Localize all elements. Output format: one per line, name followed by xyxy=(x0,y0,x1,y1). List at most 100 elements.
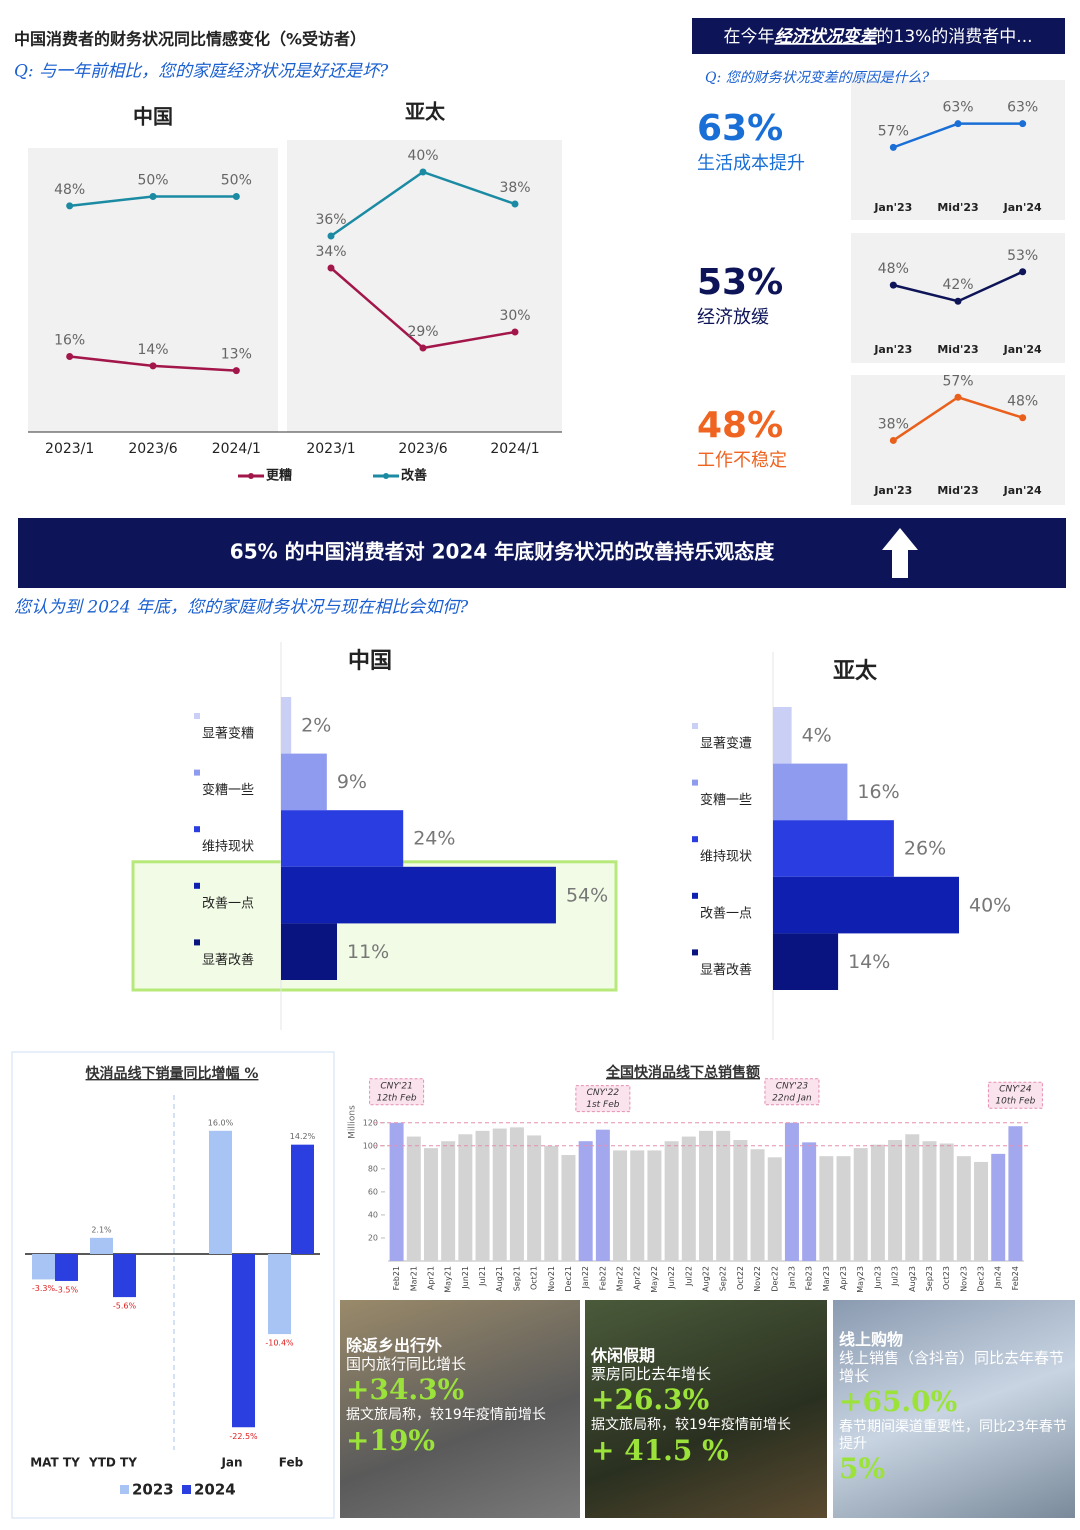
bar xyxy=(956,1156,971,1261)
point xyxy=(954,120,962,128)
bar xyxy=(291,1144,314,1254)
y-tick-label: 120 xyxy=(363,1118,378,1127)
panel xyxy=(851,80,1065,220)
point xyxy=(327,264,335,272)
headline: 63% xyxy=(697,108,783,149)
bar xyxy=(281,753,327,811)
x-tick-label: Mid'23 xyxy=(937,343,978,356)
x-tick-label: May21 xyxy=(444,1266,453,1293)
x-tick-label: Apr22 xyxy=(633,1266,642,1290)
x-tick-label: Feb23 xyxy=(805,1266,814,1290)
legend-swatch xyxy=(194,882,200,889)
x-tick-label: Aug22 xyxy=(702,1266,711,1292)
x-tick-label: YTD TY xyxy=(88,1456,137,1470)
bar xyxy=(991,1153,1006,1261)
card-figure: +34.3% xyxy=(346,1373,465,1407)
y-tick-label: 80 xyxy=(368,1164,378,1173)
x-tick-label: 2023/1 xyxy=(306,441,355,457)
data-label: 38% xyxy=(499,180,530,196)
card-figure2: +19% xyxy=(346,1423,436,1457)
x-tick-label: 2023/6 xyxy=(398,441,447,457)
point xyxy=(1019,120,1027,128)
bar xyxy=(527,1135,542,1261)
bar xyxy=(939,1143,954,1261)
x-tick-label: Mar22 xyxy=(616,1266,625,1291)
x-tick-label: Jun23 xyxy=(873,1266,882,1290)
category-label: 变糟一些 xyxy=(700,792,752,808)
x-tick-label: Jul21 xyxy=(478,1266,487,1287)
x-tick-label: Sep21 xyxy=(512,1266,521,1291)
category-label: 显著变遭 xyxy=(700,736,752,752)
annotation: 1st Feb xyxy=(586,1100,620,1110)
legend-swatch xyxy=(692,892,698,899)
x-tick-label: Mar23 xyxy=(822,1266,831,1291)
x-tick-label: Nov21 xyxy=(547,1266,556,1292)
bar xyxy=(389,1122,404,1261)
point xyxy=(327,232,335,240)
card-note: 据文旅局称，较19年疫情前增长 xyxy=(346,1406,546,1423)
data-label: 48% xyxy=(878,261,909,277)
x-tick-label: Nov22 xyxy=(753,1266,762,1292)
data-label: -10.4% xyxy=(265,1339,294,1348)
bar xyxy=(819,1156,834,1261)
card-figure2: 5% xyxy=(839,1452,886,1486)
data-label: -22.5% xyxy=(229,1432,258,1441)
x-tick-label: Aug23 xyxy=(908,1266,917,1292)
bar xyxy=(113,1254,136,1298)
bar xyxy=(773,876,959,934)
annotation: 12th Feb xyxy=(377,1093,417,1103)
bar xyxy=(209,1130,232,1254)
data-label: 24% xyxy=(413,828,455,850)
x-tick-label: Dec22 xyxy=(770,1266,779,1292)
legend-label: 改善 xyxy=(401,468,427,484)
x-tick-label: May22 xyxy=(650,1266,659,1293)
bar xyxy=(905,1134,920,1261)
x-tick-label: Oct22 xyxy=(736,1266,745,1290)
bar xyxy=(647,1150,662,1261)
data-label: 34% xyxy=(315,244,346,260)
photo-card: 线上购物 线上销售（含抖音）同比去年春节增长 +65.0% 春节期间渠道重要性，同比2… xyxy=(833,1300,1075,1518)
legend-swatch xyxy=(383,473,389,479)
bar xyxy=(773,820,894,877)
data-label: 16% xyxy=(54,332,85,348)
card-figure2: + 41.5 % xyxy=(591,1433,729,1467)
bar xyxy=(281,923,338,980)
bar xyxy=(853,1148,868,1261)
up-arrow xyxy=(882,528,918,578)
x-tick-label: Jan22 xyxy=(581,1266,590,1290)
x-tick-label: Mid'23 xyxy=(937,201,978,214)
card-figure: +65.0% xyxy=(839,1385,958,1419)
bar xyxy=(281,810,404,867)
photo-card: 除返乡出行外 国内旅行同比增长 +34.3% 据文旅局称，较19年疫情前增长 +19% xyxy=(340,1300,580,1518)
bar xyxy=(475,1130,490,1261)
data-label: 40% xyxy=(407,148,438,164)
x-tick-label: Oct21 xyxy=(530,1266,539,1290)
annotation: 22nd Jan xyxy=(772,1093,812,1103)
legend-swatch xyxy=(182,1485,191,1494)
point xyxy=(511,328,519,336)
x-tick-label: Feb21 xyxy=(392,1266,401,1290)
category-label: 变糟一些 xyxy=(202,782,254,798)
banner-text: 65% 的中国消费者对 2024 年底财务状况的改善持乐观态度 xyxy=(230,540,775,564)
data-label: 13% xyxy=(221,347,252,363)
data-label: -5.6% xyxy=(113,1302,137,1311)
chart-title: 亚太 xyxy=(405,100,446,124)
data-label: 11% xyxy=(347,941,389,963)
headline-label: 经济放缓 xyxy=(697,307,769,328)
x-tick-label: Sep23 xyxy=(925,1266,934,1291)
bar xyxy=(406,1136,421,1261)
card-subtitle: 线上销售（含抖音）同比去年春节增长 xyxy=(839,1349,1065,1386)
card-title: 除返乡出行外 xyxy=(346,1336,443,1355)
data-label: 14% xyxy=(848,951,890,973)
data-label: 14.2% xyxy=(290,1132,316,1141)
bar xyxy=(681,1136,696,1261)
x-tick-label: Jan24 xyxy=(994,1266,1003,1290)
bar xyxy=(561,1155,576,1261)
bar xyxy=(974,1161,989,1261)
x-tick-label: Jan'23 xyxy=(873,484,912,497)
category-label: 维持现状 xyxy=(700,850,752,865)
point xyxy=(66,202,74,210)
question: Q: 与一年前相比，您的家庭经济状况是好还是坏? xyxy=(14,62,389,82)
chart-title: 中国 xyxy=(133,105,173,129)
bar xyxy=(773,707,792,764)
